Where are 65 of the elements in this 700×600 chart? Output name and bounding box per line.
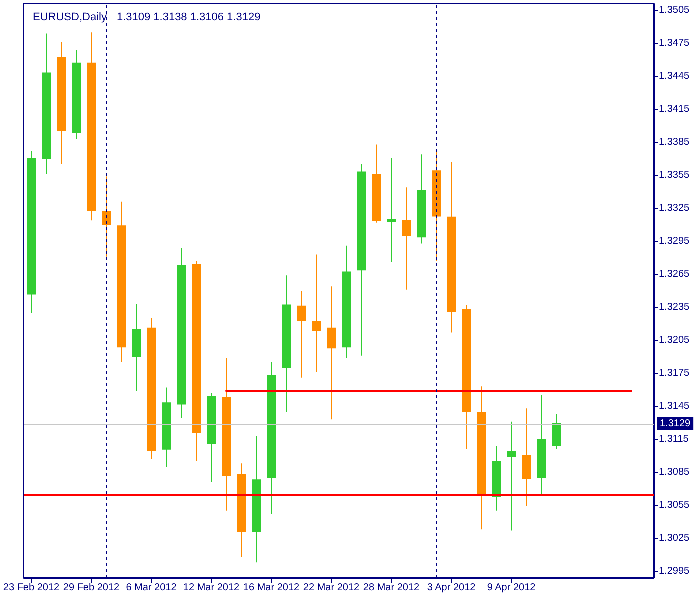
candlestick xyxy=(312,254,321,373)
candlestick xyxy=(327,286,336,420)
candlestick xyxy=(372,144,381,224)
candlestick xyxy=(27,150,36,314)
y-tick-label: 1.3325 xyxy=(659,203,690,214)
x-tick-label: 6 Mar 2012 xyxy=(126,582,178,594)
candlestick xyxy=(417,154,426,244)
candlestick xyxy=(357,164,366,356)
candlestick xyxy=(162,387,171,468)
y-tick-label: 1.3085 xyxy=(659,466,690,478)
y-tick-label: 1.3235 xyxy=(659,302,690,313)
candlestick xyxy=(237,463,246,558)
candlestick xyxy=(492,446,501,512)
candlestick xyxy=(522,408,531,508)
text: 1.3109 1.3138 1.3106 1.3129 xyxy=(116,12,261,24)
candlestick xyxy=(342,245,351,359)
candlestick xyxy=(177,248,186,420)
x-tick-label: 23 Feb 2012 xyxy=(3,582,60,594)
candlestick xyxy=(87,32,96,222)
x-tick-label: 22 Mar 2012 xyxy=(303,582,360,594)
y-tick-label: 1.3385 xyxy=(659,137,690,148)
y-tick-label: 1.3055 xyxy=(659,500,690,511)
y-tick-label: 1.3445 xyxy=(659,71,690,82)
candlestick xyxy=(207,392,216,483)
y-tick-label: 1.3355 xyxy=(659,170,690,182)
candlestick xyxy=(117,201,126,363)
x-tick-label: 12 Mar 2012 xyxy=(183,582,240,594)
candlestick xyxy=(552,414,561,450)
y-tick-label: 1.3295 xyxy=(659,236,690,248)
y-tick-label: 1.3025 xyxy=(659,532,690,544)
candlestick xyxy=(402,187,411,290)
y-tick-label: 1.3475 xyxy=(659,38,690,50)
text: EURUSD,Daily xyxy=(33,12,108,24)
candlestick xyxy=(537,394,546,495)
x-tick-label: 9 Apr 2012 xyxy=(487,582,536,594)
candlestick xyxy=(507,421,516,532)
y-tick-label: 1.3265 xyxy=(659,269,690,280)
y-tick-label: 1.2995 xyxy=(659,566,690,577)
candlestick xyxy=(267,362,276,515)
candlestick xyxy=(192,260,201,462)
candlestick xyxy=(132,304,141,392)
y-tick-label: 1.3115 xyxy=(659,434,690,445)
candlestick xyxy=(42,33,51,175)
y-tick-label: 1.3415 xyxy=(659,104,690,116)
y-tick-label: 1.3505 xyxy=(659,5,690,16)
ref-line-label: 1.3129 xyxy=(660,418,692,430)
candlestick xyxy=(252,436,261,564)
candlestick xyxy=(57,42,66,166)
candlestick xyxy=(297,290,306,378)
x-tick-label: 3 Apr 2012 xyxy=(427,582,476,594)
candlestick xyxy=(147,318,156,460)
y-tick-label: 1.3205 xyxy=(659,334,690,346)
y-tick-label: 1.3175 xyxy=(659,368,690,379)
candlestick xyxy=(462,304,471,450)
candlestick xyxy=(387,157,396,263)
candlestick xyxy=(477,386,486,530)
x-tick-label: 29 Feb 2012 xyxy=(63,582,120,594)
candlestick xyxy=(282,275,291,412)
y-tick-label: 1.3145 xyxy=(659,400,690,412)
candlestick xyxy=(222,358,231,512)
x-tick-label: 16 Mar 2012 xyxy=(243,582,300,594)
candlestick xyxy=(102,176,111,258)
x-tick-label: 28 Mar 2012 xyxy=(363,582,420,594)
candlestick xyxy=(72,50,81,140)
candlestick xyxy=(447,162,456,334)
